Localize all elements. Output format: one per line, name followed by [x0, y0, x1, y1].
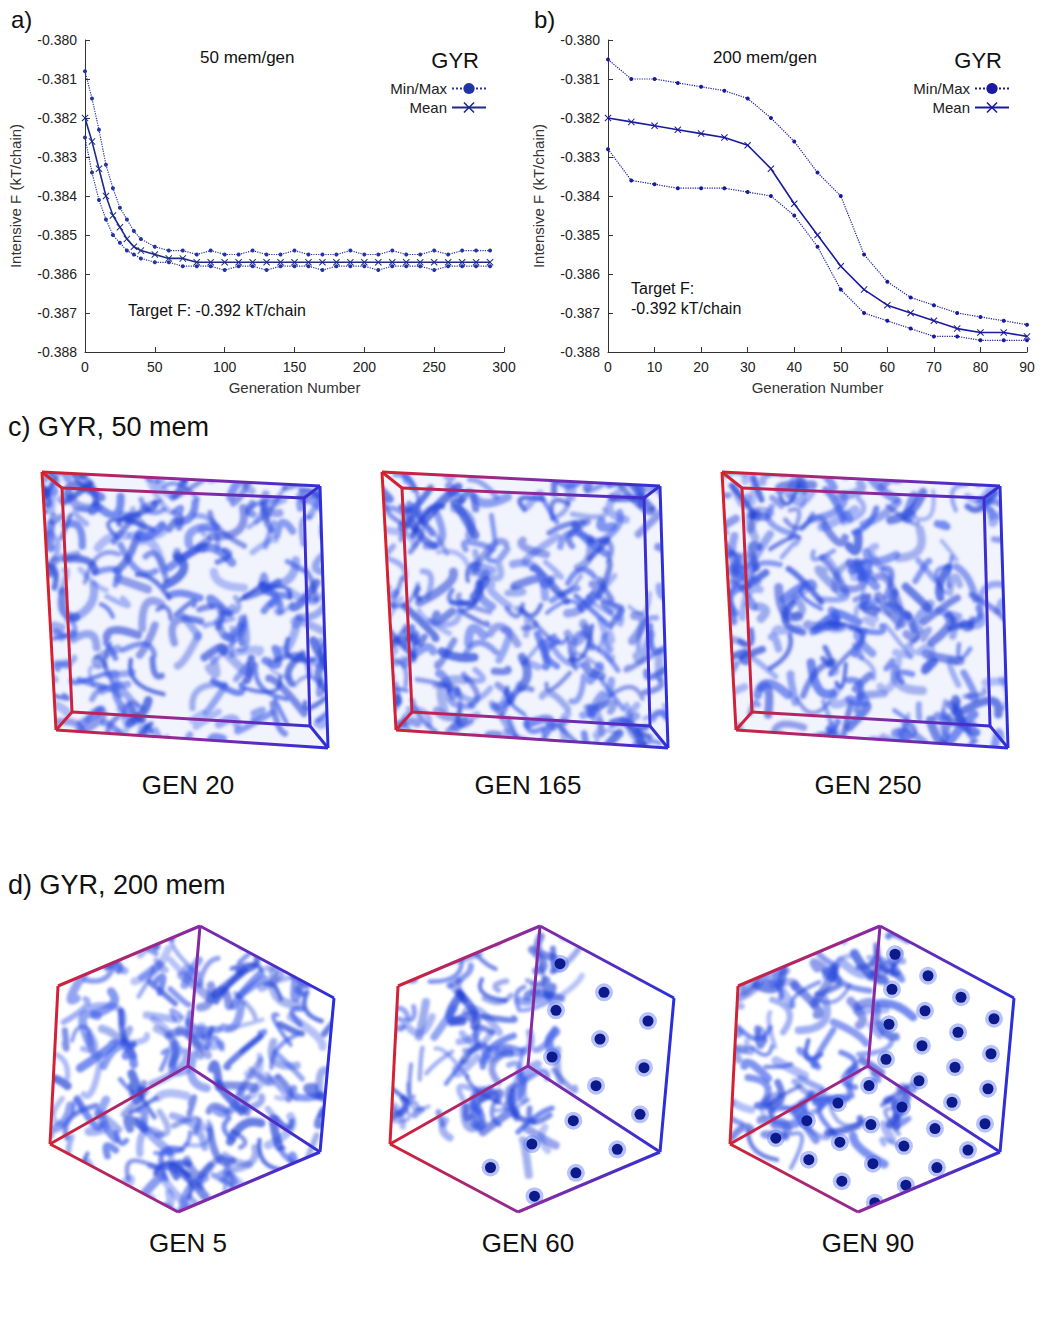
svg-text:-0.387: -0.387	[560, 305, 600, 321]
svg-text:60: 60	[880, 359, 896, 375]
svg-text:0: 0	[604, 359, 612, 375]
svg-text:200: 200	[353, 359, 377, 375]
svg-text:-0.388: -0.388	[560, 344, 600, 360]
svg-text:Mean: Mean	[409, 99, 447, 116]
svg-text:Min/Max: Min/Max	[913, 80, 970, 97]
svg-text:20: 20	[693, 359, 709, 375]
svg-text:-0.380: -0.380	[560, 32, 600, 48]
svg-text:Generation Number: Generation Number	[229, 379, 361, 396]
html-text:c) GYR, 50 mem: c) GYR, 50 mem	[8, 412, 209, 442]
svg-text:-0.385: -0.385	[37, 227, 77, 243]
svg-text:GYR: GYR	[954, 48, 1002, 73]
svg-text:-0.382: -0.382	[560, 110, 600, 126]
svg-text:-0.383: -0.383	[37, 149, 77, 165]
html-text:GEN 90: GEN 90	[821, 1228, 915, 1258]
svg-text:Target F:: Target F:	[631, 280, 694, 297]
svg-text:50: 50	[147, 359, 163, 375]
svg-text:-0.382: -0.382	[37, 110, 77, 126]
svg-text:250: 250	[422, 359, 446, 375]
svg-text:30: 30	[740, 359, 756, 375]
svg-text:-0.388: -0.388	[37, 344, 77, 360]
svg-text:50 mem/gen: 50 mem/gen	[200, 48, 295, 67]
svg-text:-0.384: -0.384	[37, 188, 77, 204]
html-text:GEN 5: GEN 5	[149, 1228, 227, 1258]
svg-text:b): b)	[534, 6, 555, 33]
svg-text:Target F: -0.392 kT/chain: Target F: -0.392 kT/chain	[128, 302, 306, 319]
svg-text:-0.386: -0.386	[560, 266, 600, 282]
svg-text:100: 100	[213, 359, 237, 375]
svg-text:-0.392 kT/chain: -0.392 kT/chain	[631, 300, 741, 317]
svg-text:Mean: Mean	[932, 99, 970, 116]
html-text:GEN 165: GEN 165	[474, 770, 582, 800]
svg-text:-0.380: -0.380	[37, 32, 77, 48]
svg-text:-0.386: -0.386	[37, 266, 77, 282]
svg-text:300: 300	[492, 359, 516, 375]
svg-text:-0.383: -0.383	[560, 149, 600, 165]
svg-text:Generation Number: Generation Number	[752, 379, 884, 396]
svg-text:10: 10	[647, 359, 663, 375]
svg-text:Min/Max: Min/Max	[390, 80, 447, 97]
svg-text:-0.381: -0.381	[37, 71, 77, 87]
svg-text:90: 90	[1019, 359, 1035, 375]
html-text:GEN 60: GEN 60	[481, 1228, 575, 1258]
svg-text:-0.381: -0.381	[560, 71, 600, 87]
html-text:d) GYR, 200 mem: d) GYR, 200 mem	[8, 870, 226, 900]
svg-text:50: 50	[833, 359, 849, 375]
svg-text:200 mem/gen: 200 mem/gen	[713, 48, 817, 67]
html-text:GEN 250: GEN 250	[814, 770, 922, 800]
svg-text:80: 80	[973, 359, 989, 375]
svg-text:GYR: GYR	[431, 48, 479, 73]
svg-text:-0.385: -0.385	[560, 227, 600, 243]
svg-text:Intensive F (kT/chain): Intensive F (kT/chain)	[530, 124, 547, 268]
svg-text:-0.387: -0.387	[37, 305, 77, 321]
svg-text:a): a)	[11, 6, 32, 33]
svg-text:0: 0	[81, 359, 89, 375]
svg-text:70: 70	[926, 359, 942, 375]
svg-text:-0.384: -0.384	[560, 188, 600, 204]
svg-text:Intensive F (kT/chain): Intensive F (kT/chain)	[7, 124, 24, 268]
svg-text:150: 150	[283, 359, 307, 375]
html-text:GEN 20: GEN 20	[141, 770, 235, 800]
svg-text:40: 40	[786, 359, 802, 375]
